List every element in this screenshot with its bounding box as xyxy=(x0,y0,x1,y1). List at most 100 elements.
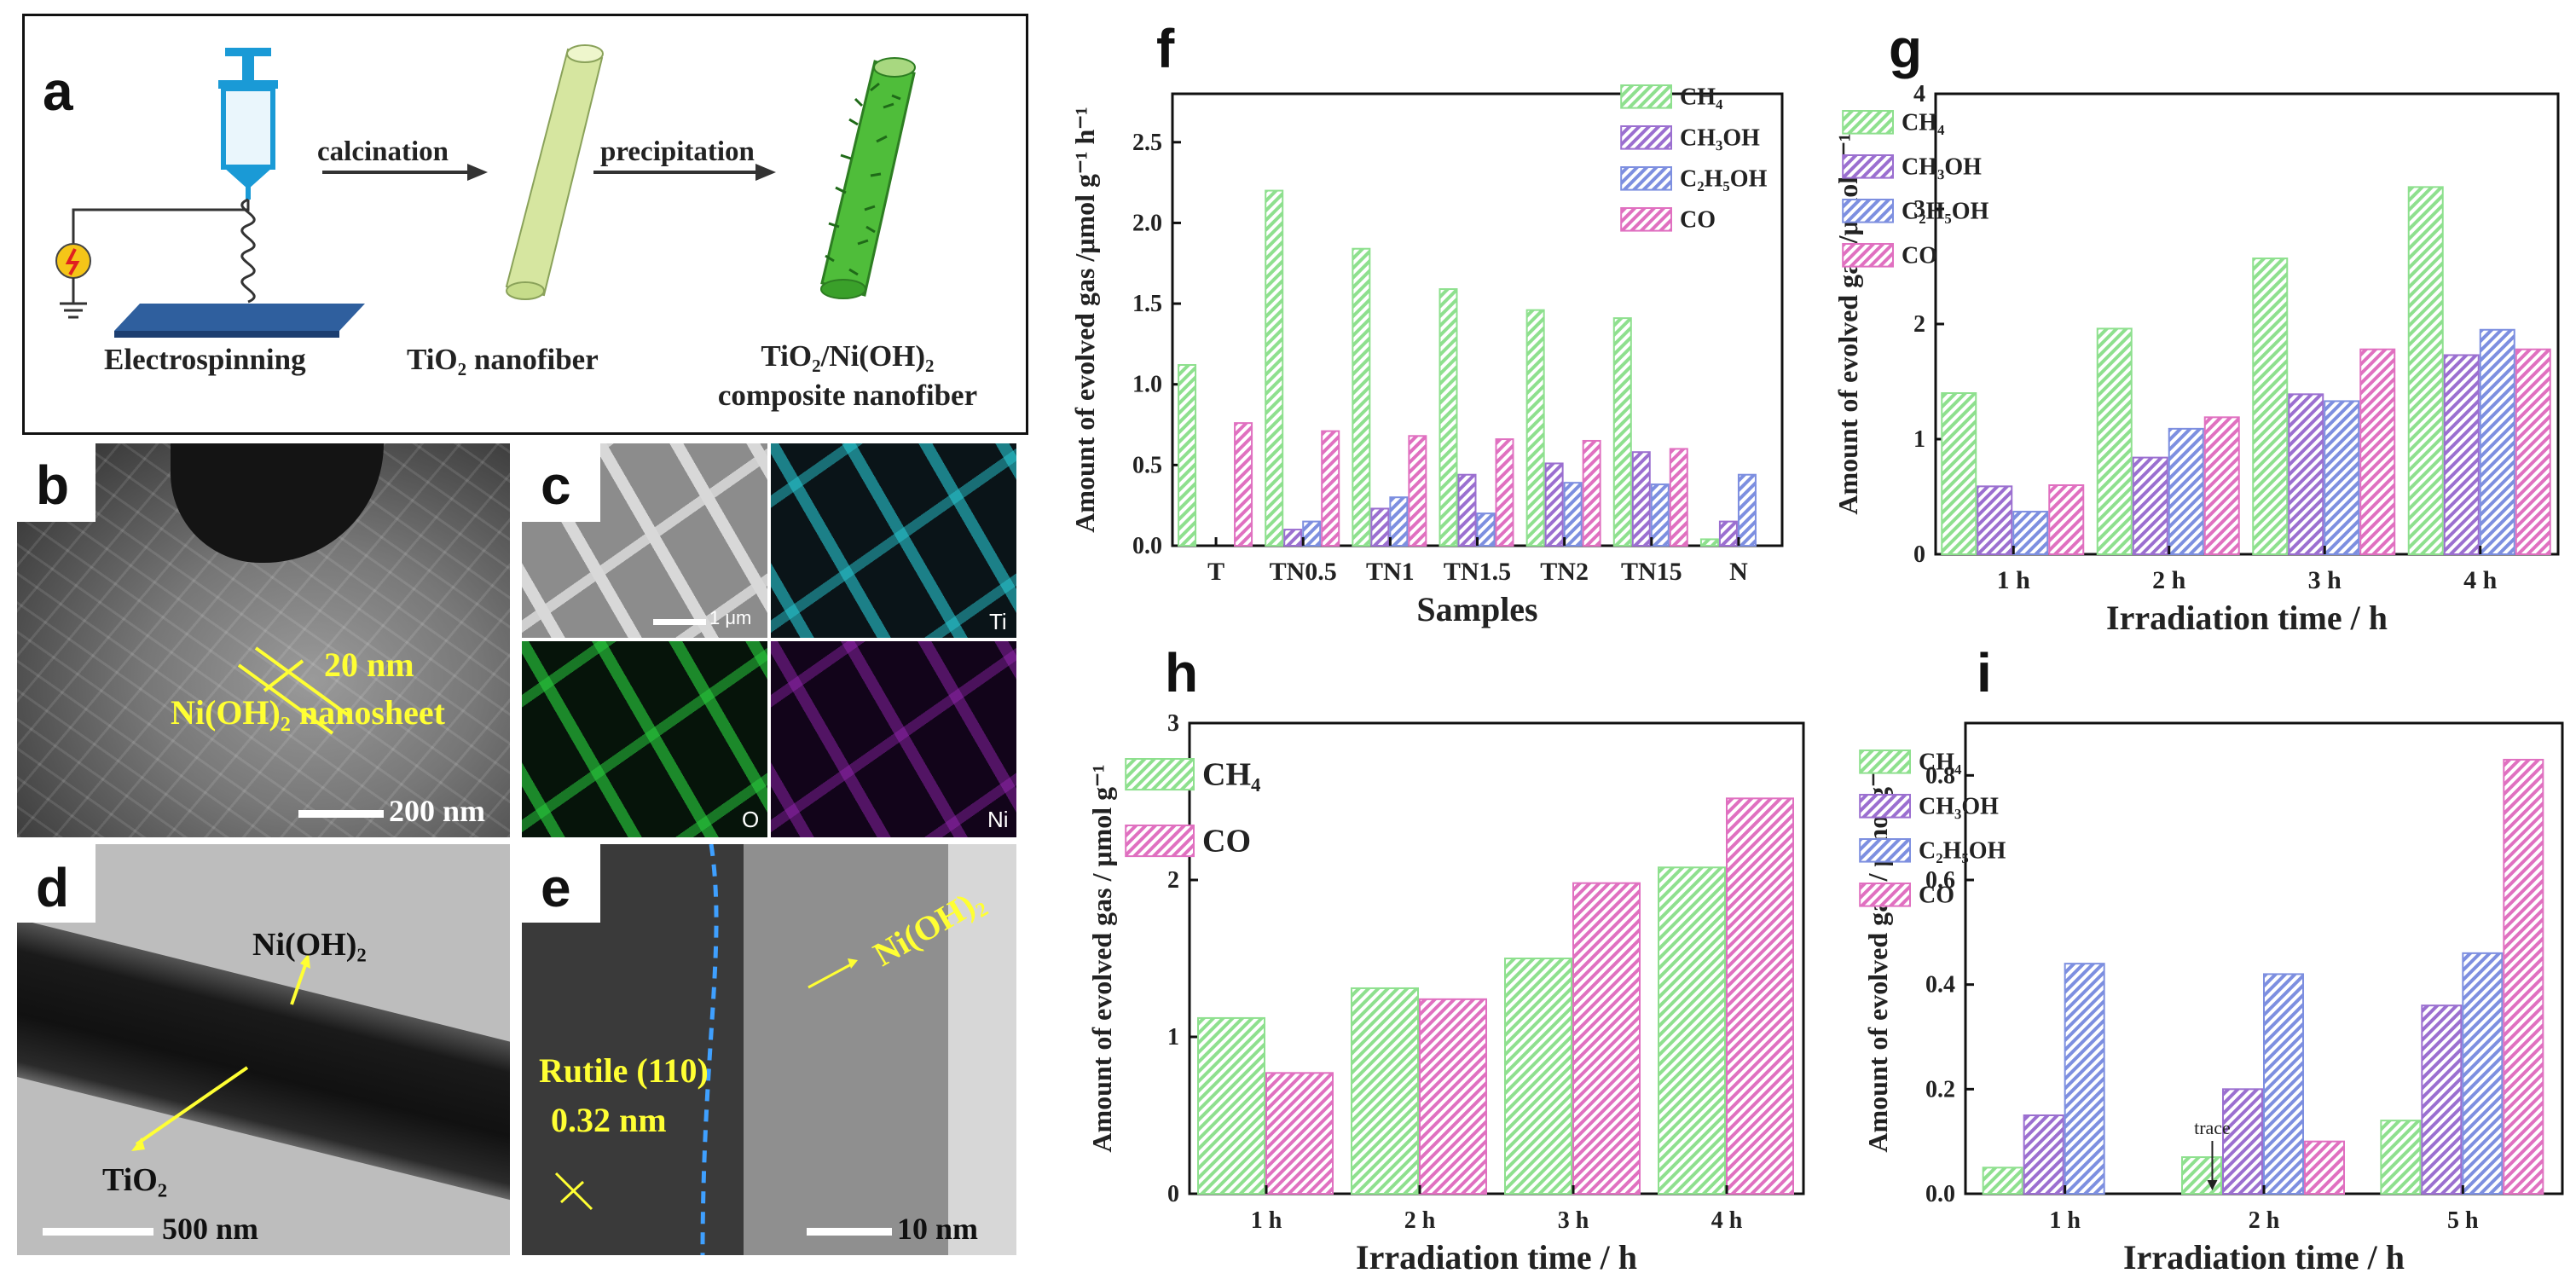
legend-swatch xyxy=(1620,125,1673,150)
label-electrospinning: Electrospinning xyxy=(104,343,306,376)
bar-g-2-0 xyxy=(2252,258,2289,556)
legend-label: CH₃OH xyxy=(1919,794,1999,820)
eds-map-ni xyxy=(771,641,1016,837)
plot-frame xyxy=(1188,721,1805,1195)
bar-f-5-0 xyxy=(1612,317,1632,547)
bar-g-1-0 xyxy=(2096,327,2133,555)
bar-f-2-2 xyxy=(1389,496,1409,547)
arrow-label-precipitation: precipitation xyxy=(600,136,755,167)
bar-g-1-1 xyxy=(2132,456,2168,556)
label-spacing: 0.32 nm xyxy=(551,1101,667,1139)
bar-g-2-3 xyxy=(2359,348,2396,556)
arrow-label-calcination: calcination xyxy=(317,136,449,167)
legend-swatch xyxy=(1620,84,1673,109)
bar-h-2-1 xyxy=(1572,882,1641,1195)
panel-letter-i: i xyxy=(1977,642,1992,703)
bar-g-0-1 xyxy=(1977,485,2013,556)
x-tick-label: T xyxy=(1207,558,1224,586)
legend-swatch xyxy=(1859,883,1911,907)
tem-image-d xyxy=(17,844,510,1255)
scale-label-d: 500 nm xyxy=(162,1212,259,1246)
bar-f-0-3 xyxy=(1234,422,1253,547)
bar-f-2-3 xyxy=(1408,435,1427,547)
bar-i-1-3 xyxy=(2304,1140,2345,1195)
bar-f-3-0 xyxy=(1439,288,1458,547)
y-tick-label: 0.0 xyxy=(1132,533,1162,559)
bar-g-0-2 xyxy=(2012,511,2049,555)
y-axis-label: Amount of evolved gas / μmol g⁻¹ xyxy=(1086,764,1117,1152)
bar-h-3-0 xyxy=(1658,866,1726,1195)
label-nanosheet: Ni(OH)₂ nanosheet xyxy=(171,693,445,732)
legend-swatch xyxy=(1620,207,1673,232)
x-tick-label: 4 h xyxy=(2463,566,2498,594)
syringe-icon xyxy=(218,48,278,200)
bar-g-3-3 xyxy=(2515,348,2551,556)
annotation-trace: trace xyxy=(2194,1117,2231,1138)
bar-h-0-0 xyxy=(1197,1016,1265,1195)
y-tick-label: 0 xyxy=(1913,541,1925,568)
bar-i-0-0 xyxy=(1982,1166,2023,1195)
y-tick-label: 0.8 xyxy=(1925,762,1955,789)
legend-swatch xyxy=(1842,199,1894,223)
bar-f-6-0 xyxy=(1699,538,1719,547)
bar-f-5-1 xyxy=(1631,451,1651,547)
scale-bar-d xyxy=(43,1228,153,1236)
bar-f-1-1 xyxy=(1283,529,1303,547)
y-tick-label: 0.5 xyxy=(1132,452,1162,478)
x-axis-label: Irradiation time / h xyxy=(2106,599,2388,637)
x-axis-label: Irradiation time / h xyxy=(2123,1238,2405,1276)
bar-g-0-0 xyxy=(1941,392,1977,555)
bar-f-5-2 xyxy=(1650,483,1670,547)
bar-g-2-2 xyxy=(2324,400,2360,556)
bar-i-2-0 xyxy=(2380,1120,2422,1195)
bar-i-0-2 xyxy=(2064,963,2105,1195)
legend-label: CH₃OH xyxy=(1680,125,1760,152)
eds-label-o: O xyxy=(742,807,760,832)
x-tick-label: 2 h xyxy=(2152,566,2186,594)
y-axis-label: Amount of evolved gas / μmol g⁻¹ xyxy=(1862,764,1893,1152)
x-tick-label: TN2 xyxy=(1540,558,1589,586)
x-tick-label: TN1 xyxy=(1366,558,1415,586)
legend-label: CO xyxy=(1902,243,1937,269)
legend-label: C₂H₅OH xyxy=(1680,166,1768,193)
x-tick-label: 3 h xyxy=(2308,566,2342,594)
panel-letter-e: e xyxy=(541,857,571,918)
x-tick-label: TN0.5 xyxy=(1270,558,1337,586)
bar-f-4-1 xyxy=(1544,462,1564,547)
y-tick-label: 2.0 xyxy=(1132,210,1162,236)
bar-h-1-0 xyxy=(1351,987,1419,1195)
scale-bar-c xyxy=(653,619,706,625)
bar-h-2-0 xyxy=(1504,958,1572,1195)
bar-h-0-1 xyxy=(1265,1072,1334,1195)
collector-plate xyxy=(114,304,365,331)
bar-g-0-3 xyxy=(2048,484,2085,555)
x-tick-label: TN15 xyxy=(1621,558,1682,586)
bar-i-1-1 xyxy=(2222,1088,2263,1195)
x-axis-label: Irradiation time / h xyxy=(1356,1238,1637,1276)
x-tick-label: N xyxy=(1729,558,1748,586)
bar-f-2-0 xyxy=(1352,247,1371,547)
bar-f-3-1 xyxy=(1457,473,1477,547)
x-tick-label: 1 h xyxy=(1251,1207,1282,1234)
y-tick-label: 3 xyxy=(1913,196,1925,223)
label-20nm: 20 nm xyxy=(324,645,414,684)
label-tem-tio2: TiO₂ xyxy=(102,1162,168,1198)
bar-f-1-3 xyxy=(1321,430,1340,547)
bar-i-2-1 xyxy=(2421,1004,2463,1195)
eds-label-ni: Ni xyxy=(987,807,1009,832)
legend-swatch xyxy=(1859,750,1911,774)
bar-i-0-1 xyxy=(2023,1114,2064,1195)
legend-label: C₂H₅OH xyxy=(1902,199,1989,225)
panel-letter-c: c xyxy=(541,454,571,516)
plot-frame xyxy=(1171,92,1784,547)
eds-map-o xyxy=(522,641,767,837)
bar-f-1-0 xyxy=(1265,189,1284,547)
x-tick-label: 1 h xyxy=(1997,566,2031,594)
annotation-arrowhead xyxy=(2207,1180,2218,1190)
bar-g-1-3 xyxy=(2203,416,2240,555)
x-tick-label: 5 h xyxy=(2447,1207,2479,1234)
scale-label-b: 200 nm xyxy=(389,794,486,828)
bar-g-3-0 xyxy=(2407,186,2444,555)
y-tick-label: 2 xyxy=(1913,311,1925,338)
sem-image-b xyxy=(17,443,510,837)
